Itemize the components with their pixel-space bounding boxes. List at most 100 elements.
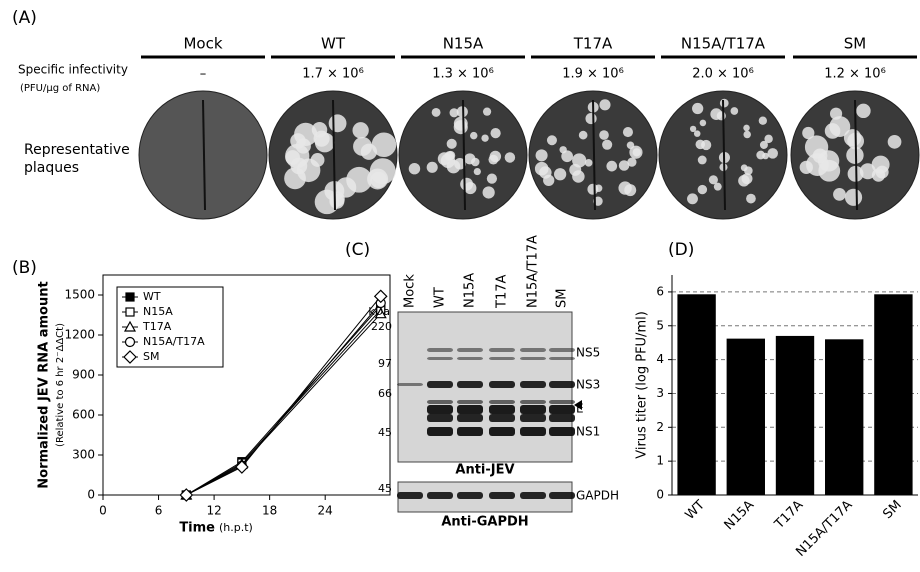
plaque: [743, 130, 751, 139]
y-tick-label: 5: [656, 318, 664, 332]
band: [520, 357, 546, 360]
band: [489, 348, 515, 352]
plaque: [618, 160, 630, 171]
plaque: [584, 159, 593, 167]
plaque: [767, 148, 778, 159]
plaque: [599, 99, 611, 111]
band: [549, 427, 575, 436]
y-tick-label: 600: [72, 408, 95, 422]
x-tick-label: 6: [155, 504, 163, 518]
plaque: [716, 111, 726, 121]
band: [489, 492, 515, 499]
mw-marker: 220: [371, 320, 392, 333]
band: [457, 381, 483, 388]
band: [489, 381, 515, 388]
plaque: [449, 108, 459, 118]
plaque: [572, 170, 585, 183]
infectivity-value: 2.0 × 10⁶: [692, 67, 754, 82]
plaque: [454, 157, 466, 170]
band: [520, 400, 546, 404]
y-tick-label: 1: [656, 454, 664, 468]
band: [549, 492, 575, 499]
band: [457, 405, 483, 414]
plaque: [353, 136, 373, 156]
antibody-label: Anti-GAPDH: [441, 515, 528, 530]
plaque: [473, 167, 481, 176]
panel-label: (B): [12, 258, 37, 278]
band: [489, 400, 515, 404]
plaque: [856, 103, 871, 119]
x-tick-label: WT: [683, 498, 708, 523]
plaque: [730, 107, 739, 115]
plaque: [719, 98, 729, 108]
band: [397, 492, 423, 499]
plaque: [446, 138, 457, 149]
bar: [677, 294, 716, 495]
lane-label: WT: [433, 287, 448, 308]
plaque: [294, 122, 318, 146]
bar: [825, 339, 864, 495]
row-label: plaques: [24, 160, 79, 176]
bar: [775, 335, 815, 495]
band: [427, 405, 453, 414]
plaque: [599, 130, 609, 140]
plaque: [844, 188, 863, 206]
y-tick-label: 900: [72, 368, 95, 382]
plaque: [561, 150, 574, 163]
panel-label: (D): [668, 240, 694, 260]
band: [427, 414, 453, 422]
band: [457, 492, 483, 499]
plaque: [622, 127, 633, 138]
marker: [123, 350, 137, 364]
y-tick-label: 1200: [64, 328, 95, 342]
y-tick-label: 0: [87, 488, 95, 502]
plaque: [699, 119, 707, 127]
band: [520, 348, 546, 352]
plaque: [689, 125, 697, 133]
plaque: [486, 173, 498, 184]
band: [489, 427, 515, 436]
x-axis-unit: (h.p.t): [219, 521, 253, 534]
marker: [373, 289, 388, 304]
band: [520, 414, 546, 422]
legend-label: SM: [143, 350, 159, 363]
plaque: [482, 107, 492, 116]
well-mark: [592, 99, 596, 211]
column-header: N15A: [443, 35, 484, 53]
plaque: [687, 193, 698, 205]
plaque: [758, 116, 767, 125]
x-axis-label: Time: [179, 521, 215, 536]
band: [427, 427, 453, 436]
plaque: [460, 177, 474, 191]
plaque: [490, 128, 501, 139]
band: [457, 357, 483, 360]
marker: [124, 336, 136, 348]
plaque: [738, 175, 750, 187]
infectivity-value: 1.3 × 10⁶: [432, 67, 494, 82]
x-tick-label: 0: [99, 504, 107, 518]
band: [457, 427, 483, 436]
plaque: [799, 160, 813, 175]
plaque: [871, 168, 886, 182]
plaque: [489, 150, 502, 163]
mw-marker: 97: [378, 357, 392, 370]
band: [549, 414, 575, 422]
plaque: [290, 157, 308, 175]
plaque: [692, 102, 704, 115]
band-label: NS3: [576, 378, 600, 392]
mw-marker: 45: [378, 482, 392, 495]
blot: [397, 481, 573, 513]
y-axis-unit: (Relative to 6 hr 2⁻ΔΔCt): [55, 323, 66, 447]
plaque: [328, 114, 347, 133]
plaque: [426, 161, 438, 173]
band: [489, 414, 515, 422]
legend-label: N15A: [143, 305, 173, 318]
plaque: [887, 134, 902, 149]
plaque: [743, 124, 750, 132]
plaque: [553, 168, 567, 181]
band-arrow: [574, 400, 582, 410]
lane-label: N15A/T17A: [526, 235, 541, 308]
plaque: [606, 160, 618, 172]
column-header: Mock: [183, 35, 222, 53]
